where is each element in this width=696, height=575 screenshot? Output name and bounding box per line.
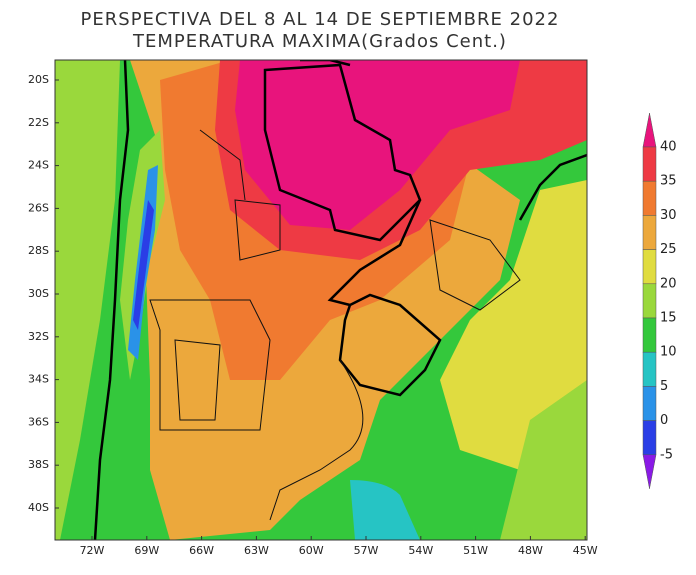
colorbar-label: 35 [660, 174, 677, 189]
colorbar-label: 20 [660, 276, 677, 291]
colorbar-segment [642, 249, 657, 285]
colorbar-segment [642, 215, 657, 250]
lat-label: 22S [28, 116, 49, 129]
lat-label: 32S [28, 330, 49, 343]
colorbar-label: 0 [660, 413, 668, 428]
lon-label: 51W [463, 544, 488, 557]
lat-label: 20S [28, 73, 49, 86]
colorbar-segment [642, 351, 657, 387]
lat-label: 24S [28, 159, 49, 172]
colorbar-label: 30 [660, 208, 677, 223]
lon-label: 45W [573, 544, 598, 557]
map [55, 60, 587, 540]
lat-label: 40S [28, 501, 49, 514]
lon-label: 72W [80, 544, 105, 557]
colorbar-label: 40 [660, 140, 677, 155]
lon-label: 69W [134, 544, 159, 557]
colorbar-label: 5 [660, 379, 668, 394]
title-line: TEMPERATURA MAXIMA(Grados Cent.) [132, 31, 507, 52]
colorbar-label: 10 [660, 345, 677, 360]
lon-label: 60W [299, 544, 324, 557]
lon-label: 48W [518, 544, 543, 557]
colorbar-cap [642, 454, 657, 489]
title-line: PERSPECTIVA DEL 8 AL 14 DE SEPTIEMBRE 20… [81, 9, 560, 30]
lat-label: 28S [28, 244, 49, 257]
lon-label: 57W [354, 544, 379, 557]
lat-label: 26S [28, 201, 49, 214]
colorbar-label: 25 [660, 242, 677, 257]
colorbar-segment [642, 317, 657, 353]
lat-label: 34S [28, 373, 49, 386]
lon-label: 66W [189, 544, 214, 557]
colorbar-label: -5 [660, 447, 673, 462]
lon-label: 63W [244, 544, 269, 557]
colorbar-segment [642, 420, 657, 456]
colorbar-label: 15 [660, 311, 677, 326]
colorbar-segment [642, 146, 657, 182]
lat-label: 38S [28, 458, 49, 471]
lon-label: 54W [408, 544, 433, 557]
lat-label: 30S [28, 287, 49, 300]
colorbar-cap [642, 112, 657, 148]
lat-label: 36S [28, 415, 49, 428]
colorbar-segment [642, 180, 657, 216]
colorbar-segment [642, 283, 657, 319]
map-frame [54, 59, 588, 541]
colorbar-segment [642, 386, 657, 421]
